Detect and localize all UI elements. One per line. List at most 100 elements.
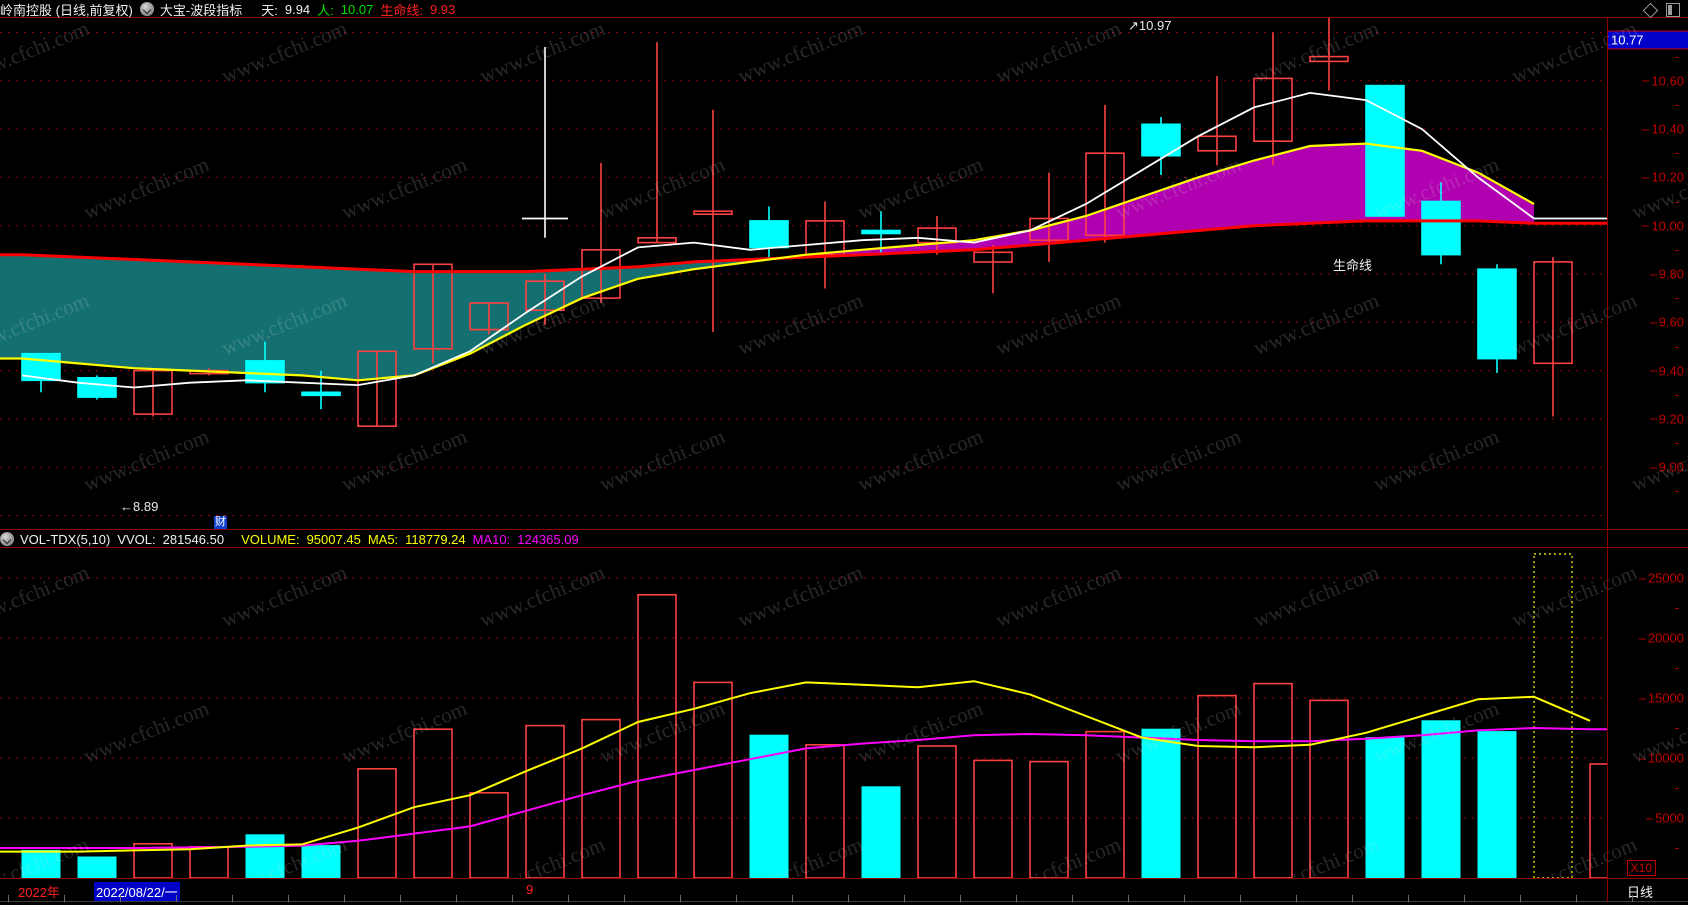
- price-axis-last-price: 10.77: [1608, 30, 1688, 50]
- price-panel-header: 岭南控股 (日线,前复权) 大宝-波段指标 天: 9.94 人: 10.07 生…: [0, 0, 1560, 18]
- field-ma10-label: MA10:: [472, 531, 511, 547]
- date-axis-tick: [456, 895, 457, 902]
- divider-mid-lower: [0, 547, 1688, 548]
- volume-chart-panel[interactable]: [0, 548, 1608, 878]
- date-axis-tick: [1128, 895, 1129, 902]
- axis-tick-mark: [1649, 418, 1657, 420]
- date-axis-tick: [400, 895, 401, 902]
- price-plot: [0, 18, 1608, 516]
- date-axis-tick: [1408, 895, 1409, 902]
- axis-tick-mark: [1642, 225, 1650, 227]
- axis-tick-mark: [1675, 153, 1679, 155]
- price-axis-tick: 9.40: [1649, 363, 1684, 378]
- volume-axis[interactable]: X10 25000 20000 15000 10000 5000: [1607, 548, 1688, 878]
- date-axis-tick: [848, 895, 849, 902]
- axis-tick-mark: [1675, 491, 1679, 493]
- date-axis-tick: [288, 895, 289, 902]
- date-axis-tick: [680, 895, 681, 902]
- date-axis-tick: [8, 895, 9, 902]
- field-tian-value: 9.94: [284, 1, 311, 17]
- axis-tick-mark: [1642, 80, 1650, 82]
- price-axis-tick: 9.60: [1649, 315, 1684, 330]
- split-pane-icon[interactable]: [1666, 3, 1680, 17]
- price-axis-tick: 10.20: [1642, 170, 1684, 185]
- axis-tick-mark: [1638, 638, 1646, 639]
- price-axis-tick: 9.80: [1649, 267, 1684, 282]
- date-axis-tick: [1464, 895, 1465, 902]
- axis-tick-mark: [1642, 129, 1650, 131]
- volume-multiplier-label: X10: [1626, 860, 1656, 876]
- axis-tick-mark: [1646, 818, 1654, 819]
- volume-panel-header: VOL-TDX(5,10) VVOL: 281546.50 VOLUME: 95…: [0, 530, 1560, 548]
- axis-tick-mark: [1675, 668, 1679, 669]
- date-axis-tick: [736, 895, 737, 902]
- date-axis-tick: [232, 895, 233, 902]
- date-axis-tick: [120, 895, 121, 902]
- field-ren-label: 人:: [317, 2, 334, 18]
- field-volume-label: VOLUME:: [241, 531, 300, 547]
- divider-bottom: [0, 878, 1688, 879]
- axis-tick-mark: [1675, 249, 1679, 251]
- date-axis-tick: [1072, 895, 1073, 902]
- axis-tick-mark: [1649, 322, 1657, 324]
- axis-tick-mark: [1638, 758, 1646, 759]
- year-label: 2022年: [18, 885, 60, 900]
- date-axis-tick: [1296, 895, 1297, 902]
- field-ren-value: 10.07: [340, 1, 374, 17]
- diamond-icon[interactable]: [1642, 2, 1659, 18]
- price-axis-tick: 9.20: [1649, 411, 1684, 426]
- date-axis-tick: [344, 895, 345, 902]
- date-axis-tick: [1576, 895, 1577, 902]
- price-axis-tick: 10.60: [1642, 73, 1684, 88]
- field-volume-value: 95007.45: [306, 531, 361, 547]
- divider-top: [0, 17, 1688, 18]
- symbol-title: 岭南控股 (日线,前复权): [0, 2, 133, 18]
- axis-tick-mark: [1675, 298, 1679, 300]
- indicator-name[interactable]: 大宝-波段指标: [159, 2, 243, 18]
- field-ma5-label: MA5:: [367, 531, 399, 547]
- field-vvol-value: 281546.50: [162, 531, 225, 547]
- axis-tick-mark: [1638, 698, 1646, 699]
- axis-tick-mark: [1675, 104, 1679, 106]
- volume-axis-tick: 15000: [1638, 691, 1684, 706]
- axis-tick-mark: [1675, 608, 1679, 609]
- date-axis-tick: [624, 895, 625, 902]
- date-axis-tick: [1352, 895, 1353, 902]
- field-tian-label: 天:: [261, 2, 278, 18]
- financial-report-marker: 财: [214, 516, 227, 529]
- month-label-right: 9: [526, 882, 534, 897]
- period-label[interactable]: 日线: [1626, 885, 1654, 900]
- field-ma5-value: 118779.24: [405, 531, 466, 547]
- date-axis-tick: [1632, 895, 1633, 902]
- price-axis-tick: 10.00: [1642, 218, 1684, 233]
- date-axis-tick: [176, 895, 177, 902]
- indicator-dropdown-icon[interactable]: [0, 532, 14, 546]
- axis-tick-mark: [1642, 177, 1650, 179]
- field-vvol-label: VVOL:: [117, 531, 156, 547]
- price-axis-tick: 10.40: [1642, 122, 1684, 137]
- date-axis-tick: [1016, 895, 1017, 902]
- selected-date-label[interactable]: 2022/08/22/一: [94, 882, 180, 901]
- price-chart-panel[interactable]: [0, 18, 1608, 530]
- indicator-dropdown-icon[interactable]: [139, 2, 154, 16]
- date-axis-strip[interactable]: 2022年 2022/08/22/一 9 日线: [0, 879, 1688, 902]
- date-axis-divider: [1607, 879, 1608, 902]
- axis-tick-mark: [1675, 443, 1679, 445]
- volume-axis-tick: 10000: [1638, 751, 1684, 766]
- volume-axis-tick: 25000: [1638, 571, 1684, 586]
- axis-tick-mark: [1675, 56, 1679, 58]
- axis-tick-mark: [1675, 788, 1679, 789]
- volume-indicator-title[interactable]: VOL-TDX(5,10): [20, 531, 111, 547]
- divider-mid-upper: [0, 529, 1688, 530]
- axis-tick-mark: [1675, 346, 1679, 348]
- volume-axis-tick: 20000: [1638, 631, 1684, 646]
- date-axis-tick: [792, 895, 793, 902]
- field-ma10-value: 124365.09: [517, 531, 579, 547]
- date-axis-tick: [512, 895, 513, 902]
- price-axis[interactable]: 10.77 10.60 10.40 10.20 10.00 9.80 9.60 9.40 9.2…: [1607, 18, 1688, 530]
- axis-tick-mark: [1675, 728, 1679, 729]
- field-lifeline-value: 9.93: [429, 1, 456, 17]
- high-price-annotation: ↗10.97: [1128, 18, 1172, 33]
- date-axis-tick: [904, 895, 905, 902]
